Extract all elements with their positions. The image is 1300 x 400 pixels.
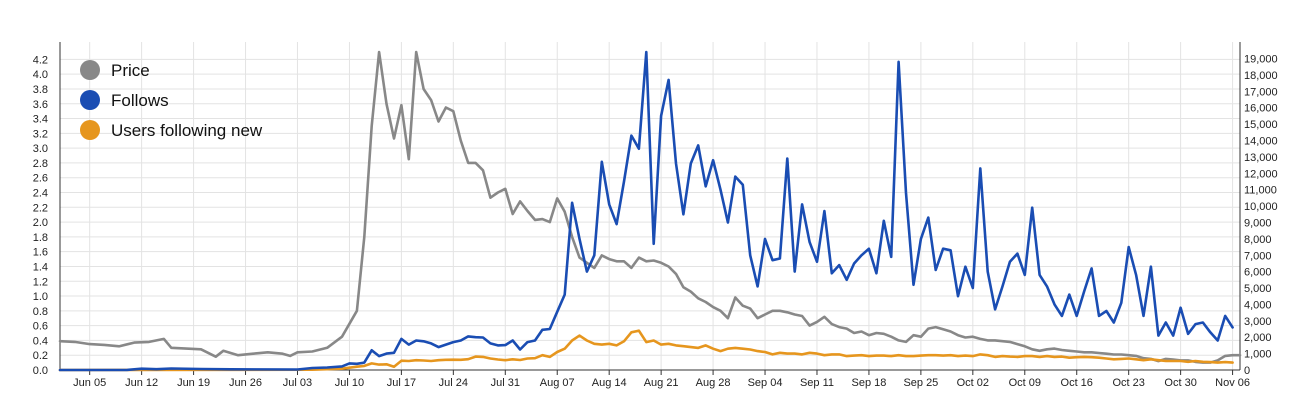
y-left-tick-label: 2.4 [33, 188, 48, 200]
x-tick-label: Oct 02 [957, 377, 989, 389]
y-right-tick-label: 6,000 [1244, 267, 1272, 279]
y-right-tick-label: 15,000 [1244, 119, 1278, 131]
y-right-tick-label: 0 [1244, 365, 1250, 377]
y-left-tick-label: 3.0 [33, 143, 48, 155]
y-right-tick-label: 17,000 [1244, 86, 1278, 98]
y-left-tick-label: 3.2 [33, 128, 48, 140]
y-right-tick-label: 5,000 [1244, 283, 1272, 295]
y-right-tick-label: 10,000 [1244, 201, 1278, 213]
y-left-tick-label: 2.0 [33, 217, 48, 229]
y-left-tick-label: 1.6 [33, 247, 48, 259]
y-right-tick-label: 9,000 [1244, 217, 1272, 229]
x-tick-label: Nov 06 [1215, 377, 1250, 389]
y-right-tick-label: 16,000 [1244, 103, 1278, 115]
y-left-tick-label: 1.8 [33, 232, 48, 244]
x-tick-label: Jul 03 [283, 377, 312, 389]
legend-marker [80, 90, 100, 110]
legend-marker [80, 60, 100, 80]
series-line-follows [58, 50, 1234, 372]
y-right-tick-label: 12,000 [1244, 168, 1278, 180]
x-tick-label: Sep 04 [748, 377, 783, 389]
y-left-tick-label: 2.2 [33, 202, 48, 214]
x-tick-label: Aug 14 [592, 377, 627, 389]
x-tick-label: Jul 31 [491, 377, 520, 389]
x-tick-label: Jun 12 [125, 377, 158, 389]
y-left-tick-label: 3.6 [33, 99, 48, 111]
grid-layer [60, 42, 1240, 371]
y-right-tick-label: 19,000 [1244, 54, 1278, 66]
y-left-tick-label: 3.4 [33, 114, 48, 126]
x-tick-label: Aug 21 [644, 377, 679, 389]
y-left-tick-label: 0.2 [33, 350, 48, 362]
x-tick-label: Jun 19 [177, 377, 210, 389]
y-right-tick-label: 4,000 [1244, 299, 1272, 311]
y-left-tick-label: 2.8 [33, 158, 48, 170]
x-tick-label: Jun 05 [73, 377, 106, 389]
legend-marker [80, 120, 100, 140]
x-tick-label: Oct 30 [1164, 377, 1196, 389]
x-tick-label: Jul 10 [335, 377, 364, 389]
y-right-tick-label: 13,000 [1244, 152, 1278, 164]
y-left-tick-label: 4.0 [33, 69, 48, 81]
x-tick-label: Aug 28 [696, 377, 731, 389]
y-right-tick-label: 3,000 [1244, 316, 1272, 328]
x-tick-label: Sep 11 [800, 377, 834, 389]
legend-label: Follows [111, 91, 169, 110]
x-tick-label: Oct 16 [1061, 377, 1093, 389]
y-left-tick-label: 0.6 [33, 321, 48, 333]
y-left-tick-label: 1.0 [33, 291, 48, 303]
y-right-tick-label: 7,000 [1244, 250, 1272, 262]
legend-label: Price [111, 61, 150, 80]
y-left-tick-label: 0.4 [33, 335, 48, 347]
y-left-tick-label: 0.0 [33, 365, 48, 377]
y-right-tick-label: 2,000 [1244, 332, 1272, 344]
y-right-tick-label: 8,000 [1244, 234, 1272, 246]
y-right-tick-label: 18,000 [1244, 70, 1278, 82]
series-line-price [58, 50, 1242, 364]
y-right-tick-label: 1,000 [1244, 349, 1272, 361]
x-tick-label: Oct 23 [1112, 377, 1144, 389]
y-right-tick-label: 11,000 [1244, 185, 1277, 197]
y-left-tick-label: 1.4 [33, 261, 48, 273]
x-tick-label: Sep 18 [851, 377, 886, 389]
y-left-tick-label: 2.6 [33, 173, 48, 185]
y-left-tick-label: 4.2 [33, 54, 48, 66]
axis-layer: 0.0 0.2 0.4 0.6 0.8 1.0 1.2 1.4 1.6 1.8 2.0 2.2 2.4 2… [33, 42, 1278, 389]
series-line-users-following-new [58, 329, 1234, 372]
legend-label: Users following new [111, 121, 263, 140]
legend: Price Follows Users following new [80, 60, 263, 140]
x-tick-label: Sep 25 [903, 377, 938, 389]
y-left-tick-label: 3.8 [33, 84, 48, 96]
x-tick-label: Jul 17 [387, 377, 416, 389]
y-left-tick-label: 0.8 [33, 306, 48, 318]
series-layer [58, 50, 1242, 372]
x-tick-label: Jun 26 [229, 377, 262, 389]
y-left-tick-label: 1.2 [33, 276, 48, 288]
x-tick-label: Oct 09 [1009, 377, 1041, 389]
x-tick-label: Aug 07 [540, 377, 575, 389]
y-right-tick-label: 14,000 [1244, 136, 1278, 148]
x-tick-label: Jul 24 [439, 377, 468, 389]
